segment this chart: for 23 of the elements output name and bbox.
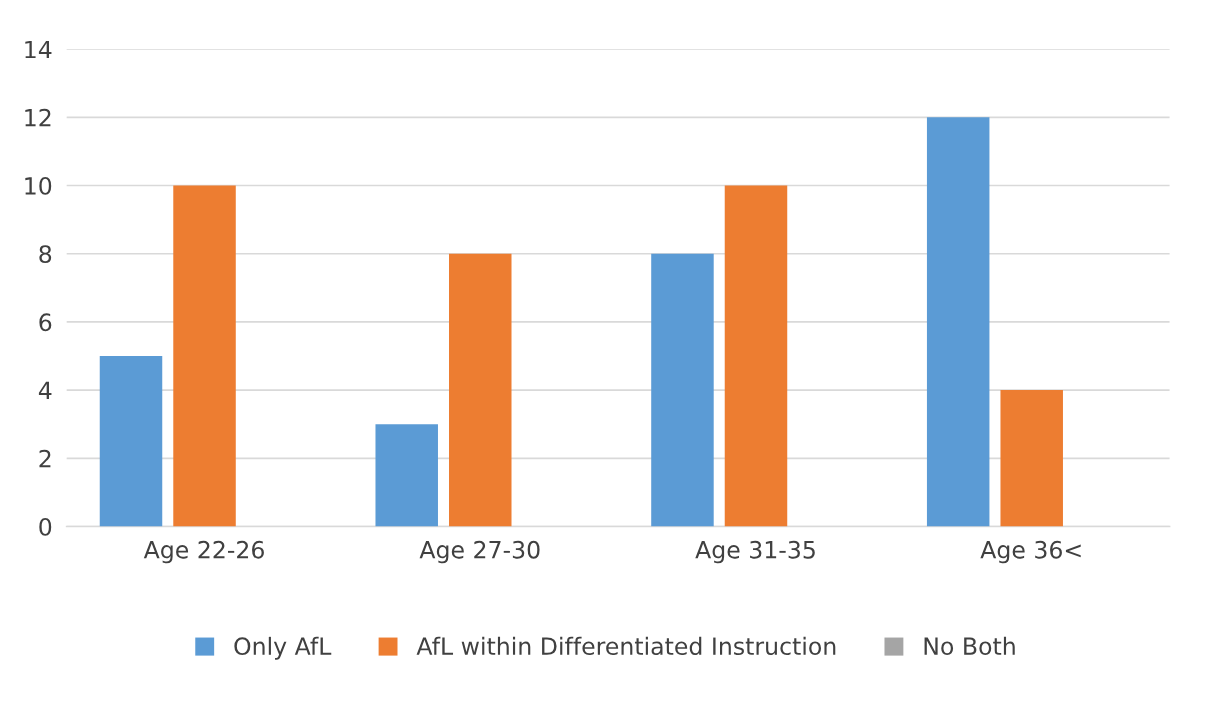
legend-label: No Both: [924, 636, 1015, 656]
x-tick-label: Age 22-26: [143, 540, 264, 564]
x-tick-label: Age 27-30: [419, 540, 540, 564]
y-tick-label: 14: [25, 40, 52, 59]
bar: [926, 117, 990, 527]
y-tick-label: 8: [39, 245, 52, 264]
bar: [651, 253, 714, 527]
bar: [449, 253, 512, 527]
bar: [1000, 390, 1063, 527]
y-tick-label: 10: [25, 176, 52, 195]
legend-label: Only AfL: [234, 636, 332, 660]
bar: [724, 185, 788, 527]
x-tick-label: Age 36<: [980, 540, 1081, 564]
x-tick-label: Age 31-35: [695, 540, 815, 564]
y-tick-label: 4: [38, 381, 52, 400]
legend-label: AfL within Differentiated Instruction: [416, 636, 836, 656]
y-tick-label: 12: [25, 108, 51, 127]
y-tick-label: 6: [39, 313, 52, 332]
bar: [375, 424, 438, 527]
bar: [99, 356, 163, 527]
y-tick-label: 2: [39, 449, 51, 468]
bar: [173, 185, 236, 527]
y-tick-label: 0: [39, 517, 52, 536]
